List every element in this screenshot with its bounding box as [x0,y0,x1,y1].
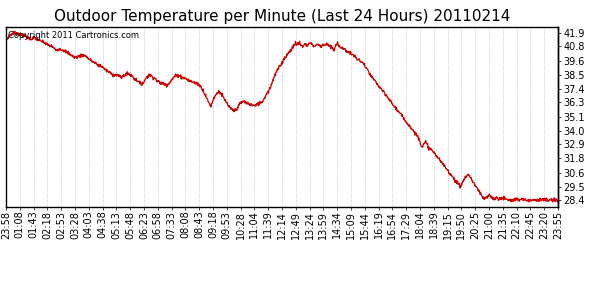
Title: Outdoor Temperature per Minute (Last 24 Hours) 20110214: Outdoor Temperature per Minute (Last 24 … [54,9,510,24]
Text: Copyright 2011 Cartronics.com: Copyright 2011 Cartronics.com [8,31,139,40]
